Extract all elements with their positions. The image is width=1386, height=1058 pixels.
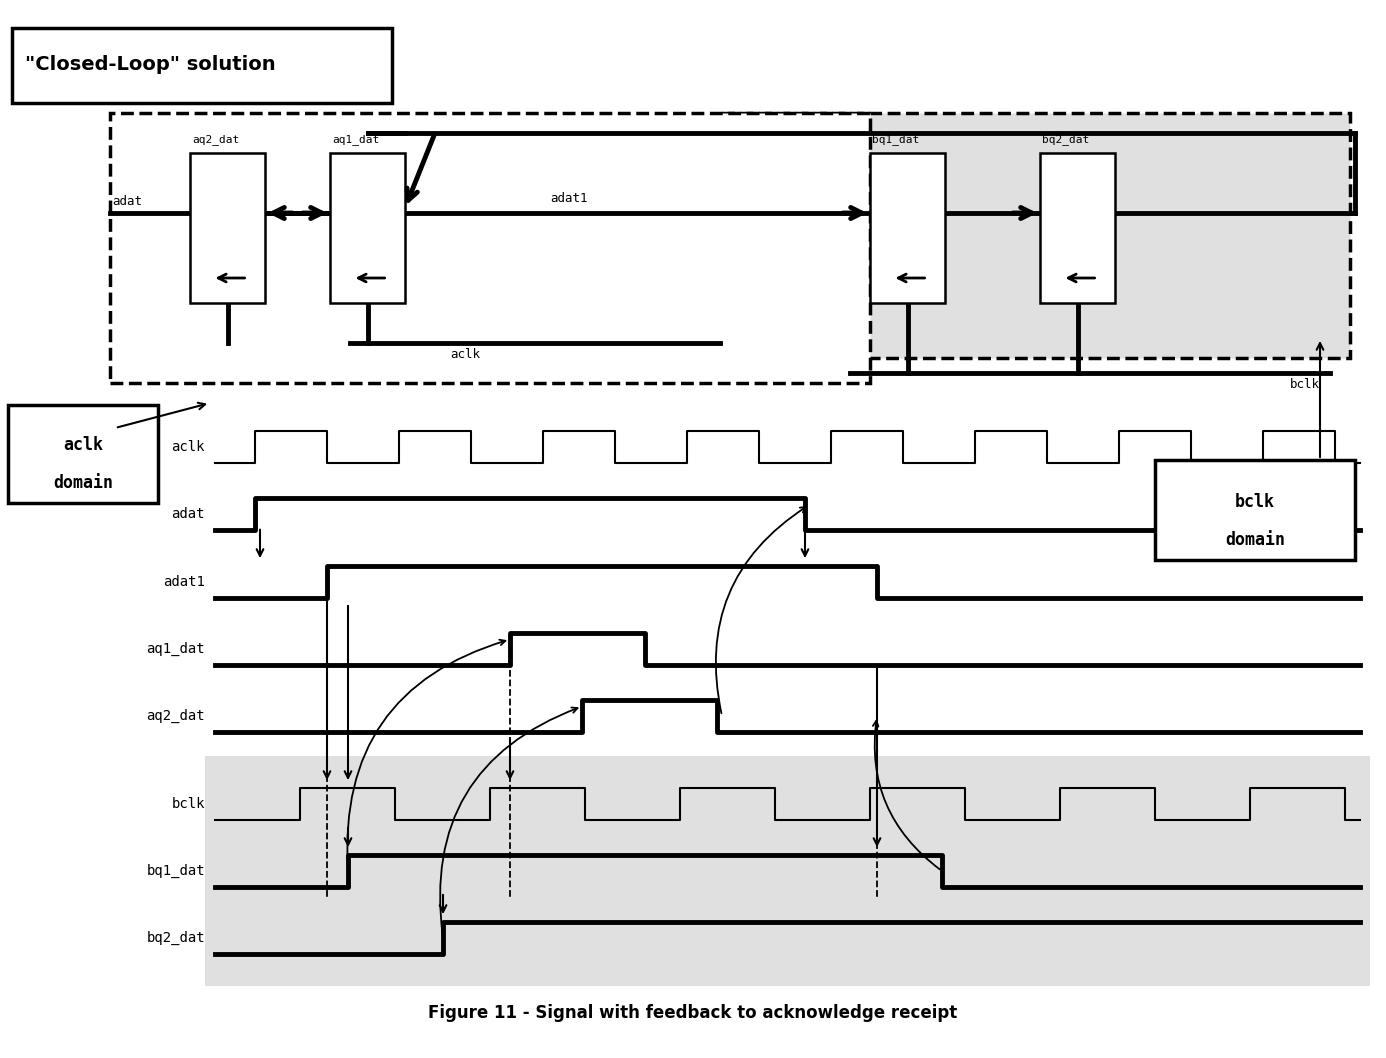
Text: bclk: bclk [172, 797, 205, 811]
Text: "Closed-Loop" solution: "Closed-Loop" solution [25, 55, 276, 74]
Bar [330, 153, 405, 303]
Text: bq1_dat: bq1_dat [872, 134, 919, 145]
Bar [190, 153, 265, 303]
Text: bclk: bclk [1235, 493, 1275, 511]
Bar [719, 113, 1350, 358]
Bar [870, 153, 945, 303]
Text: adat1: adat1 [550, 191, 588, 205]
Bar [109, 113, 870, 383]
Text: Figure 11 - Signal with feedback to acknowledge receipt: Figure 11 - Signal with feedback to ackn… [428, 1004, 958, 1022]
Text: bclk: bclk [1290, 378, 1319, 391]
Text: bq2_dat: bq2_dat [1042, 134, 1089, 145]
Text: domain: domain [53, 474, 114, 492]
Bar [8, 405, 158, 503]
Bar [1155, 460, 1356, 560]
Text: adat: adat [112, 195, 141, 208]
Text: bq2_dat: bq2_dat [147, 931, 205, 945]
Text: aq1_dat: aq1_dat [333, 134, 380, 145]
Text: aq1_dat: aq1_dat [147, 642, 205, 656]
Text: aq2_dat: aq2_dat [147, 709, 205, 723]
Text: adat1: adat1 [164, 574, 205, 589]
Text: aclk: aclk [62, 436, 103, 454]
Bar [1040, 153, 1114, 303]
Bar [205, 756, 1369, 986]
Text: aclk: aclk [450, 348, 480, 361]
Text: aq2_dat: aq2_dat [193, 134, 240, 145]
Text: adat: adat [172, 507, 205, 521]
Bar [12, 28, 392, 103]
Text: aclk: aclk [172, 440, 205, 454]
Text: bq1_dat: bq1_dat [147, 864, 205, 878]
Text: domain: domain [1225, 531, 1285, 549]
